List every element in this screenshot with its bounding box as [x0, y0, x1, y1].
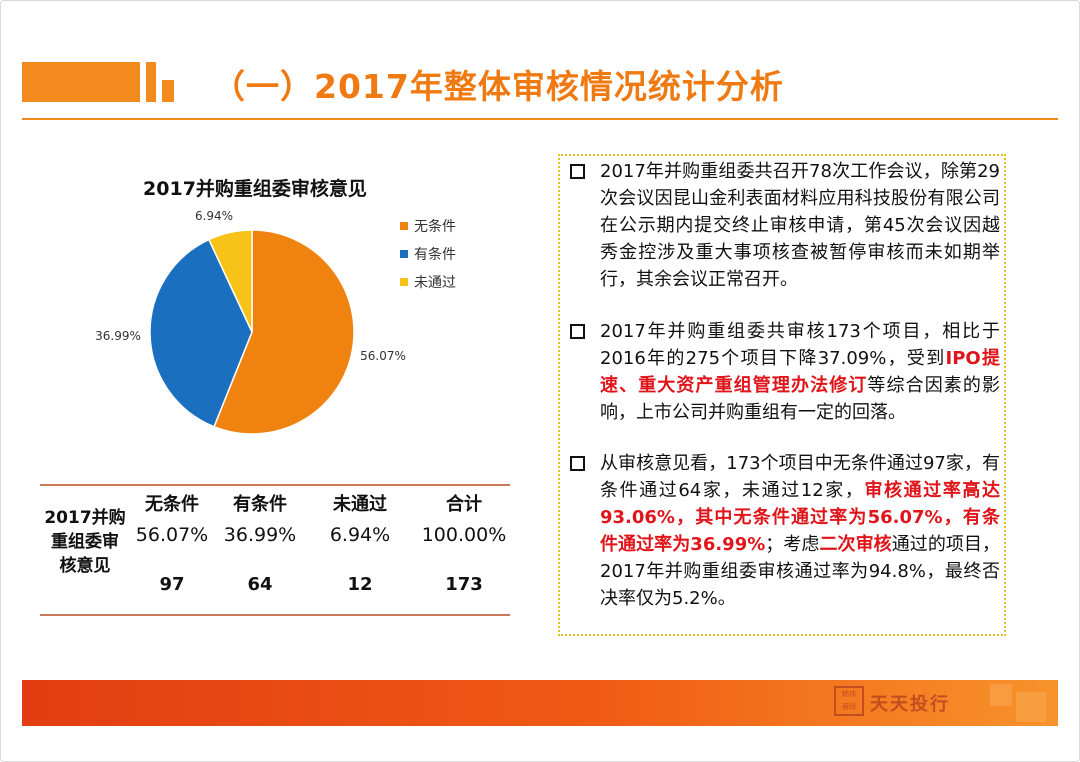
- chart-title: 2017并购重组委审核意见: [143, 178, 367, 200]
- text-run: ；考虑: [765, 534, 820, 555]
- table-cell-percent: 56.07%: [135, 524, 209, 546]
- table-cell-count: 12: [347, 574, 373, 595]
- legend-item: 有条件: [400, 240, 456, 268]
- chart-legend: 无条件 有条件 未通过: [400, 212, 456, 296]
- summary-box: [558, 154, 1006, 636]
- row-header-line: 2017并购: [44, 508, 126, 528]
- pie-data-label: 6.94%: [195, 209, 233, 223]
- legend-swatch: [400, 222, 408, 230]
- legend-item: 无条件: [400, 212, 456, 240]
- text-run: 2017年并购重组委共审核173个项目，相比于2016年的275个项目下降37.…: [600, 321, 1000, 369]
- table-cell-percent: 100.00%: [421, 524, 507, 546]
- table-cell-percent: 6.94%: [329, 524, 391, 546]
- row-header-line: 核意见: [59, 556, 111, 576]
- table-col-header: 有条件: [233, 494, 287, 515]
- paragraph-1: 2017年并购重组委共召开78次工作会议，除第29次会议因昆山金利表面材料应用科…: [570, 158, 1000, 293]
- row-header-line: 重组委审: [51, 532, 119, 552]
- text-run: 等综合因素的影响，上市公司并购重组有一定的回落。: [600, 375, 1001, 423]
- bullet-square-icon: [570, 456, 585, 471]
- legend-item: 未通过: [400, 268, 456, 296]
- table-cell-count: 173: [445, 574, 483, 595]
- page-title: （一）2017年整体审核情况统计分析: [212, 67, 784, 106]
- pie-data-label: 56.07%: [360, 349, 406, 363]
- table-bottom-rule: [40, 614, 510, 616]
- table-top-rule: [40, 484, 510, 486]
- table-col-header: 无条件: [145, 494, 199, 515]
- highlight-text: IPO提速、重大资产重组管理办法修订: [600, 348, 1000, 396]
- legend-label: 无条件: [414, 219, 456, 235]
- header-divider: [22, 118, 1058, 120]
- text-run: 通过的项目，2017年并购重组委审核通过率为94.8%，最终否决率仅为5.2%。: [600, 534, 1001, 609]
- header-bar-stripe: [146, 62, 156, 102]
- brand-logo: 天天投行: [870, 694, 950, 715]
- highlight-text: 二次审核: [819, 534, 892, 555]
- bullet-square-icon: [570, 164, 585, 179]
- bullet-square-icon: [570, 324, 585, 339]
- legend-label: 未通过: [414, 275, 456, 291]
- table-cell-count: 64: [247, 574, 273, 595]
- table-col-header: 未通过: [333, 494, 387, 515]
- legend-swatch: [400, 278, 408, 286]
- header-bar: [22, 62, 140, 102]
- table-row-header: 2017并购 重组委审 核意见: [40, 506, 130, 578]
- pie-slice-2: [149, 238, 253, 428]
- legend-label: 有条件: [414, 247, 456, 263]
- pie-slice-3: [207, 229, 253, 333]
- footer-bar: [22, 680, 1058, 726]
- seal-text: 韩伟: [842, 690, 856, 698]
- seal-logo: 韩伟 蔡旸: [834, 686, 864, 716]
- table-cell-count: 97: [159, 574, 185, 595]
- legend-swatch: [400, 250, 408, 258]
- paragraph-text: 从审核意见看，173个项目中无条件通过97家，有条件通过64家，未通过12家，审…: [600, 450, 1000, 612]
- table-cell-percent: 36.99%: [223, 524, 297, 546]
- seal-text: 蔡旸: [842, 703, 856, 711]
- paragraph-3: 从审核意见看，173个项目中无条件通过97家，有条件通过64家，未通过12家，审…: [570, 450, 1000, 612]
- footer-decoration: [1016, 692, 1046, 722]
- paragraph-text: 2017年并购重组委共召开78次工作会议，除第29次会议因昆山金利表面材料应用科…: [600, 161, 1000, 290]
- table-col-header: 合计: [446, 494, 482, 515]
- highlight-text: 审核通过率高达93.06%，其中无条件通过率为56.07%，有条件通过率为36.…: [600, 480, 1001, 555]
- pie-slice-1: [213, 229, 355, 435]
- pie-data-label: 36.99%: [95, 329, 141, 343]
- paragraph-text: 2017年并购重组委共审核173个项目，相比于2016年的275个项目下降37.…: [600, 318, 1000, 426]
- paragraph-2: 2017年并购重组委共审核173个项目，相比于2016年的275个项目下降37.…: [570, 318, 1000, 426]
- text-run: 从审核意见看，173个项目中无条件通过97家，有条件通过64家，未通过12家，: [600, 453, 1000, 501]
- footer-decoration: [990, 684, 1012, 706]
- pie-chart: 56.07% 36.99% 6.94%: [95, 209, 406, 435]
- header-bar-stripe: [162, 80, 174, 102]
